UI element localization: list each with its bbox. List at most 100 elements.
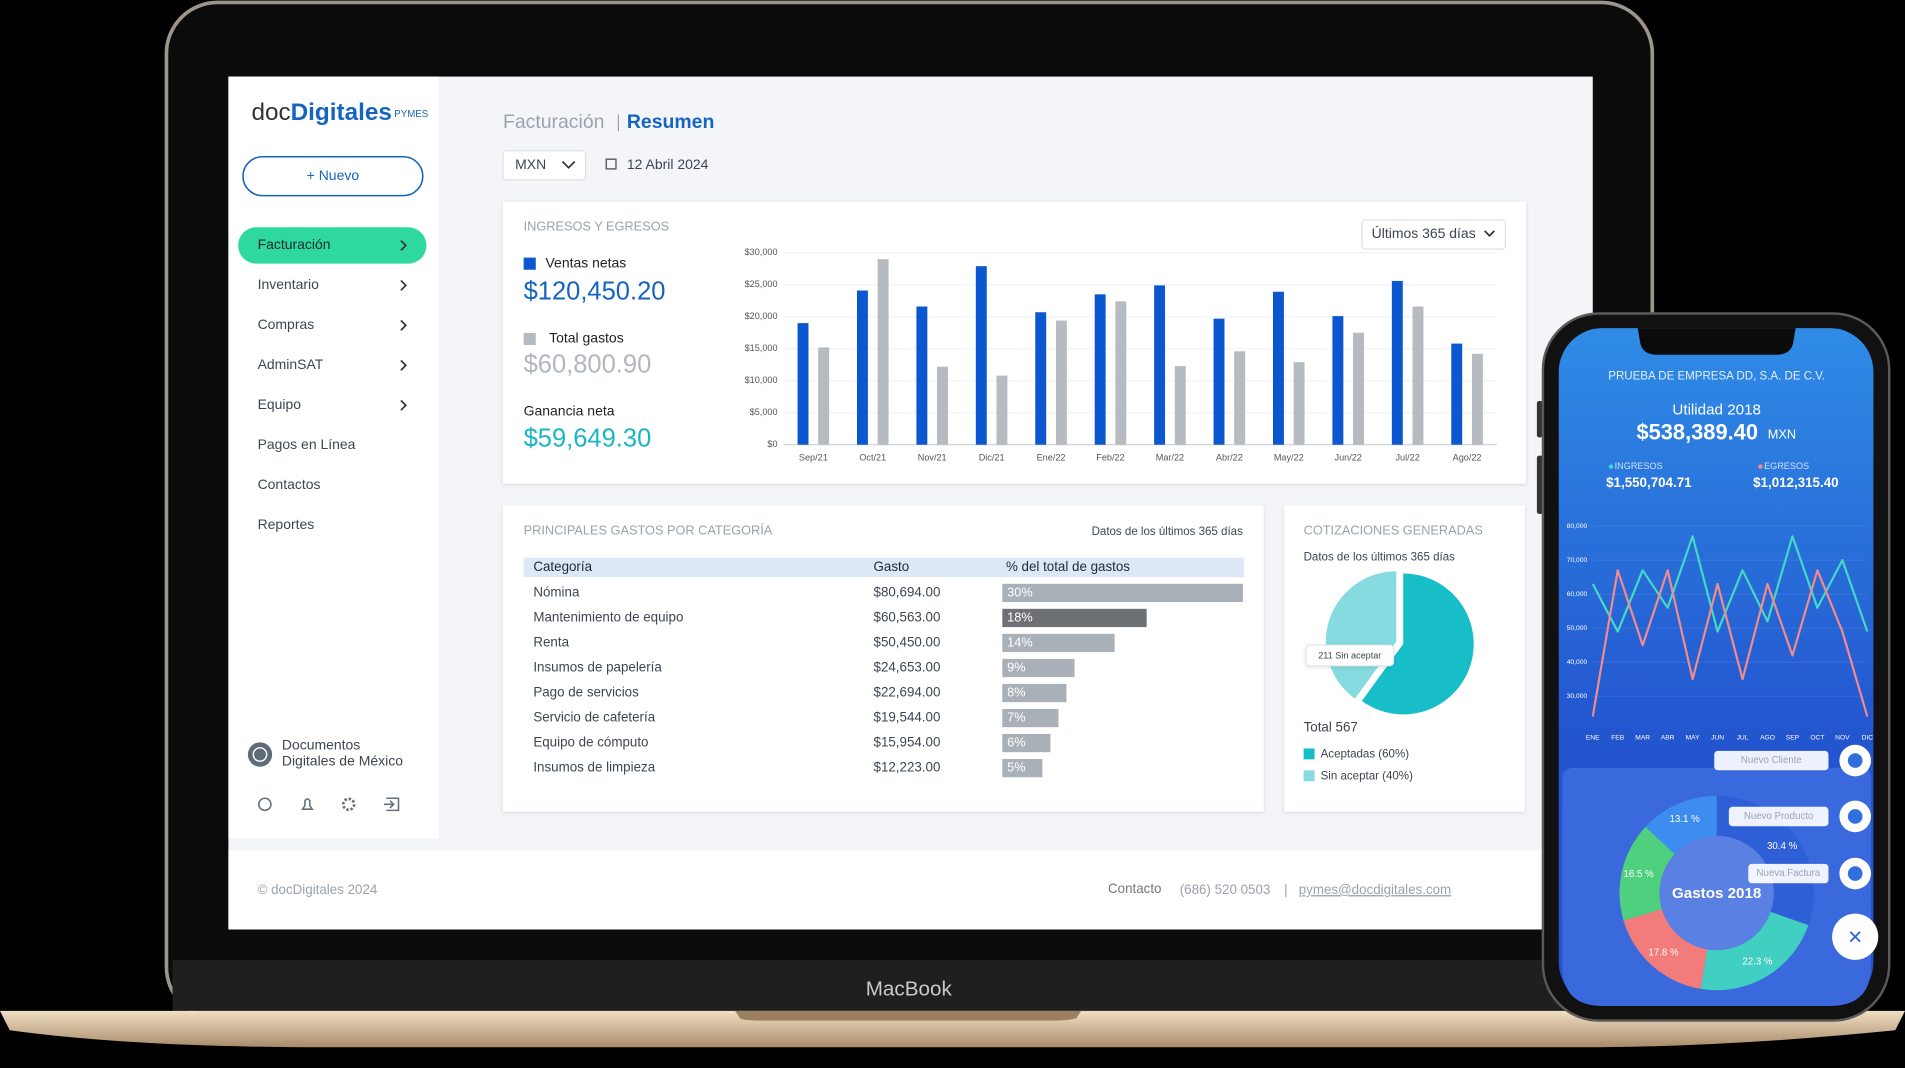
percent-bar [1002,683,1067,703]
action-icon[interactable] [1847,753,1863,768]
new-button[interactable] [242,155,424,197]
action-label[interactable]: Nueva Factura [1757,868,1821,879]
legend-label: EGRESOS [1764,461,1809,471]
nav-item[interactable]: AdminSAT [258,356,324,372]
x-tick-label: May/22 [1274,452,1304,462]
amount: $19,544.00 [874,710,941,725]
x-tick-label: JUN [1711,734,1724,741]
bell-icon[interactable] [301,798,314,810]
callout [1305,644,1395,667]
chevron [561,161,576,169]
category: Insumos de limpieza [533,760,655,775]
nav-item[interactable]: Inventario [258,276,320,292]
y-tick-label: 80,000 [1567,523,1588,530]
y-tick-label: 60,000 [1567,591,1588,598]
percent-bar [1002,608,1147,628]
y-tick-label: 50,000 [1567,625,1588,632]
legend-swatch [523,332,536,346]
x-tick-label: FEB [1611,734,1625,741]
phone-income: $1,550,704.71 [1606,475,1692,490]
profile-icon[interactable] [257,797,272,812]
callout-label: 211 Sin aceptar [1318,651,1381,661]
date[interactable]: 12 Abril 2024 [627,156,709,172]
column-header: Categoría [533,559,592,574]
breadcrumb-page: Resumen [627,111,714,133]
legend-label: Total gastos [549,330,624,346]
x-tick-label: Ene/22 [1037,452,1066,462]
donut-slice [1716,795,1814,926]
contact-phone: (686) 520 0503 [1180,882,1271,897]
bar [1293,362,1305,445]
bar [797,323,809,445]
y-tick-label: $20,000 [745,311,778,321]
nav-item[interactable]: Pagos en Línea [258,436,356,452]
bar [1115,301,1127,445]
donut-hole [1659,835,1774,951]
amount: $60,563.00 [874,609,941,624]
bar [1094,294,1106,445]
bar [996,375,1008,445]
bar [818,347,830,445]
action-label[interactable]: Nuevo Cliente [1741,755,1802,766]
percent-label: 5% [1007,759,1025,774]
nav-item[interactable]: Equipo [258,396,302,412]
nav-chevron [400,279,407,291]
x-tick-label: DIC [1862,734,1874,741]
y-tick-label: $25,000 [745,279,778,289]
action-pill[interactable] [1714,750,1829,771]
card-title: COTIZACIONES GENERADAS [1304,522,1483,537]
logout-icon[interactable] [383,797,400,812]
x-tick-label: OCT [1810,734,1824,741]
action-icon[interactable] [1847,866,1863,881]
y-tick-label: $30,000 [745,247,778,257]
bar [1353,332,1365,445]
settings-icon[interactable] [341,797,356,812]
amount: $12,223.00 [874,760,941,775]
nav-item[interactable]: Facturación [258,236,331,252]
currency-value[interactable]: MXN [515,156,546,172]
category: Renta [533,635,569,650]
logo-part: PYMES [394,109,428,120]
breadcrumb-section[interactable]: Facturación [503,111,604,133]
close-icon[interactable] [1849,931,1861,943]
legend-label: INGRESOS [1615,461,1663,471]
nav-active[interactable] [238,227,427,264]
calendar-icon[interactable] [605,158,617,170]
category: Insumos de papelería [533,660,662,675]
currency-select[interactable] [502,150,587,181]
nav-item[interactable]: Reportes [258,516,315,532]
new-button-label[interactable]: + Nuevo [307,167,360,183]
percent-bar [1002,733,1051,753]
action-icon[interactable] [1847,809,1863,824]
percent-label: 8% [1007,684,1025,699]
slice-label: 13.1 % [1670,814,1701,825]
copyright: © docDigitales 2024 [258,882,378,897]
bar [916,306,928,445]
company-name: Digitales de México [282,752,403,768]
period-value[interactable]: Últimos 365 días [1372,225,1476,241]
nav-chevron [400,399,407,411]
contact-email[interactable]: pymes@docdigitales.com [1299,882,1451,897]
x-tick-label: AGO [1760,734,1775,741]
x-tick-label: Dic/21 [979,452,1005,462]
line-series [1591,569,1869,717]
separator: | [1284,882,1287,897]
nav-item[interactable]: Compras [258,316,315,332]
percent-bar [1002,583,1243,603]
period-select[interactable] [1361,219,1506,250]
y-tick-label: 40,000 [1567,659,1588,666]
category: Equipo de cómputo [533,735,648,750]
action-label[interactable]: Nuevo Producto [1744,811,1814,822]
action-pill[interactable] [1728,806,1829,827]
x-tick-label: MAY [1686,734,1701,741]
nav-item[interactable]: Contactos [258,476,321,492]
line-series [1591,535,1869,633]
action-pill[interactable] [1748,863,1829,884]
slice-label: 16.5 % [1624,869,1655,880]
phone-profit: $538,389.40 [1636,420,1758,445]
table-header [523,557,1245,578]
pie-slice [1361,573,1474,715]
percent-bar [1002,759,1043,778]
category: Servicio de cafetería [533,710,655,725]
amount: $24,653.00 [874,660,941,675]
